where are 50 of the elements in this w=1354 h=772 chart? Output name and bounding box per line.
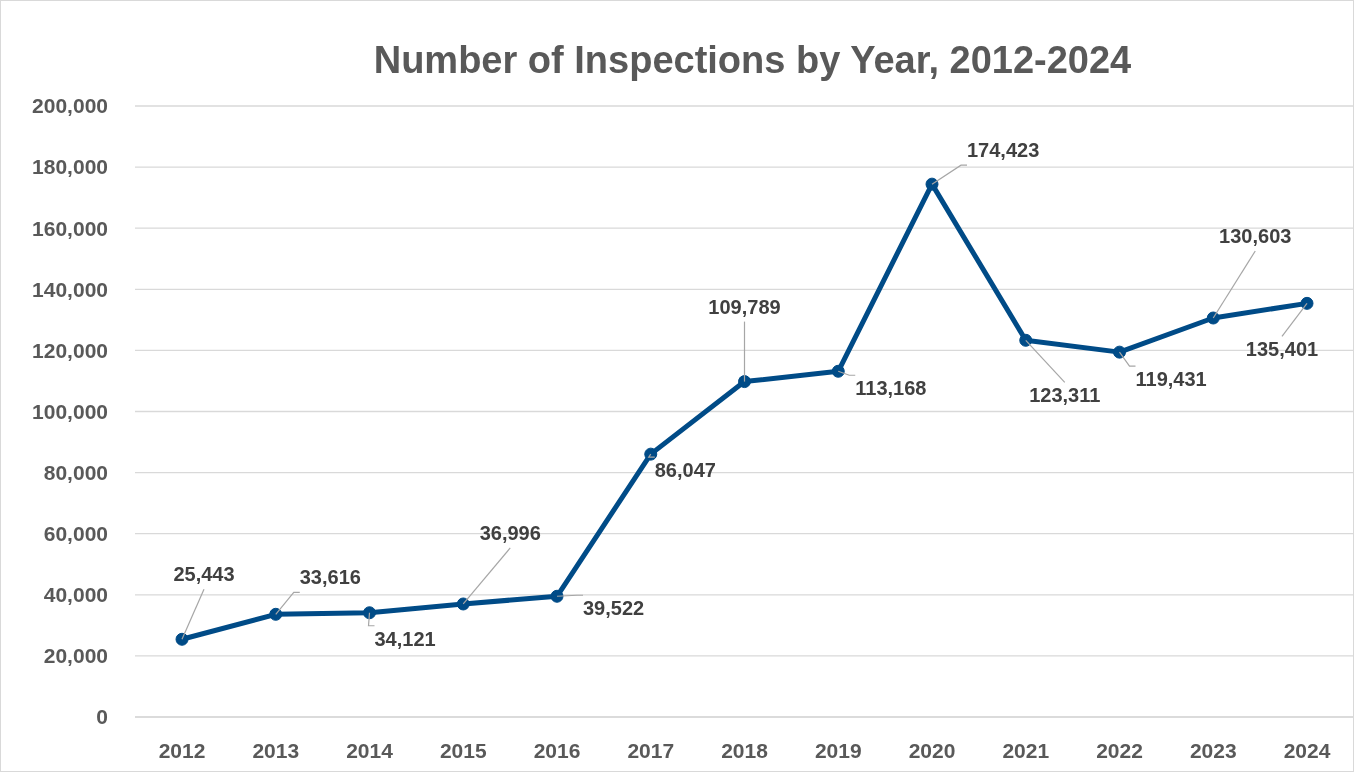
x-tick-label: 2014 [346, 739, 394, 762]
y-tick-label: 120,000 [32, 338, 108, 362]
point [269, 607, 283, 621]
x-tick-label: 2021 [1002, 739, 1050, 762]
y-tick-label: 80,000 [43, 460, 108, 484]
y-tick-label: 140,000 [32, 277, 108, 301]
y-tick-label: 20,000 [43, 644, 108, 668]
x-tick-label: 2019 [814, 739, 862, 762]
data-label: 109,789 [708, 295, 781, 318]
y-tick-label: 160,000 [32, 216, 108, 240]
point [175, 632, 189, 646]
chart-title: Number of Inspections by Year, 2012-2024 [373, 39, 1132, 81]
point [738, 375, 751, 389]
data-label: 36,996 [479, 521, 541, 544]
data-label: 123,311 [1029, 384, 1101, 407]
data-label: 119,431 [1135, 368, 1207, 391]
y-tick-label: 60,000 [43, 522, 108, 546]
x-tick-label: 2024 [1283, 739, 1331, 762]
point [1300, 296, 1314, 310]
data-label: 25,443 [173, 563, 235, 586]
data-label: 135,401 [1245, 338, 1319, 361]
data-label: 33,616 [299, 566, 361, 589]
y-tick-label: 40,000 [43, 583, 108, 607]
point [456, 597, 470, 611]
data-label: 113,168 [855, 377, 927, 400]
y-tick-label: 0 [96, 705, 108, 729]
data-label: 174,423 [967, 139, 1040, 162]
point [1019, 333, 1033, 347]
point [831, 364, 845, 378]
point [550, 589, 564, 603]
point [363, 606, 376, 620]
point [1206, 311, 1220, 325]
y-tick-label: 100,000 [32, 399, 108, 423]
x-tick-label: 2018 [721, 739, 769, 762]
x-tick-label: 2013 [252, 739, 300, 762]
data-label: 34,121 [374, 627, 436, 650]
x-tick-label: 2015 [439, 739, 487, 762]
x-tick-label: 2023 [1189, 739, 1237, 762]
y-tick-label: 200,000 [32, 94, 108, 118]
x-tick-label: 2017 [627, 739, 675, 762]
x-tick-label: 2020 [908, 739, 956, 762]
data-label: 39,522 [583, 597, 645, 620]
y-tick-label: 180,000 [32, 155, 108, 179]
point [925, 177, 939, 191]
data-label: 130,603 [1219, 225, 1292, 248]
x-tick-label: 2016 [533, 739, 581, 762]
data-label: 86,047 [654, 459, 716, 482]
x-tick-label: 2022 [1096, 739, 1143, 762]
point [1113, 345, 1126, 359]
x-tick-label: 2012 [158, 739, 206, 762]
